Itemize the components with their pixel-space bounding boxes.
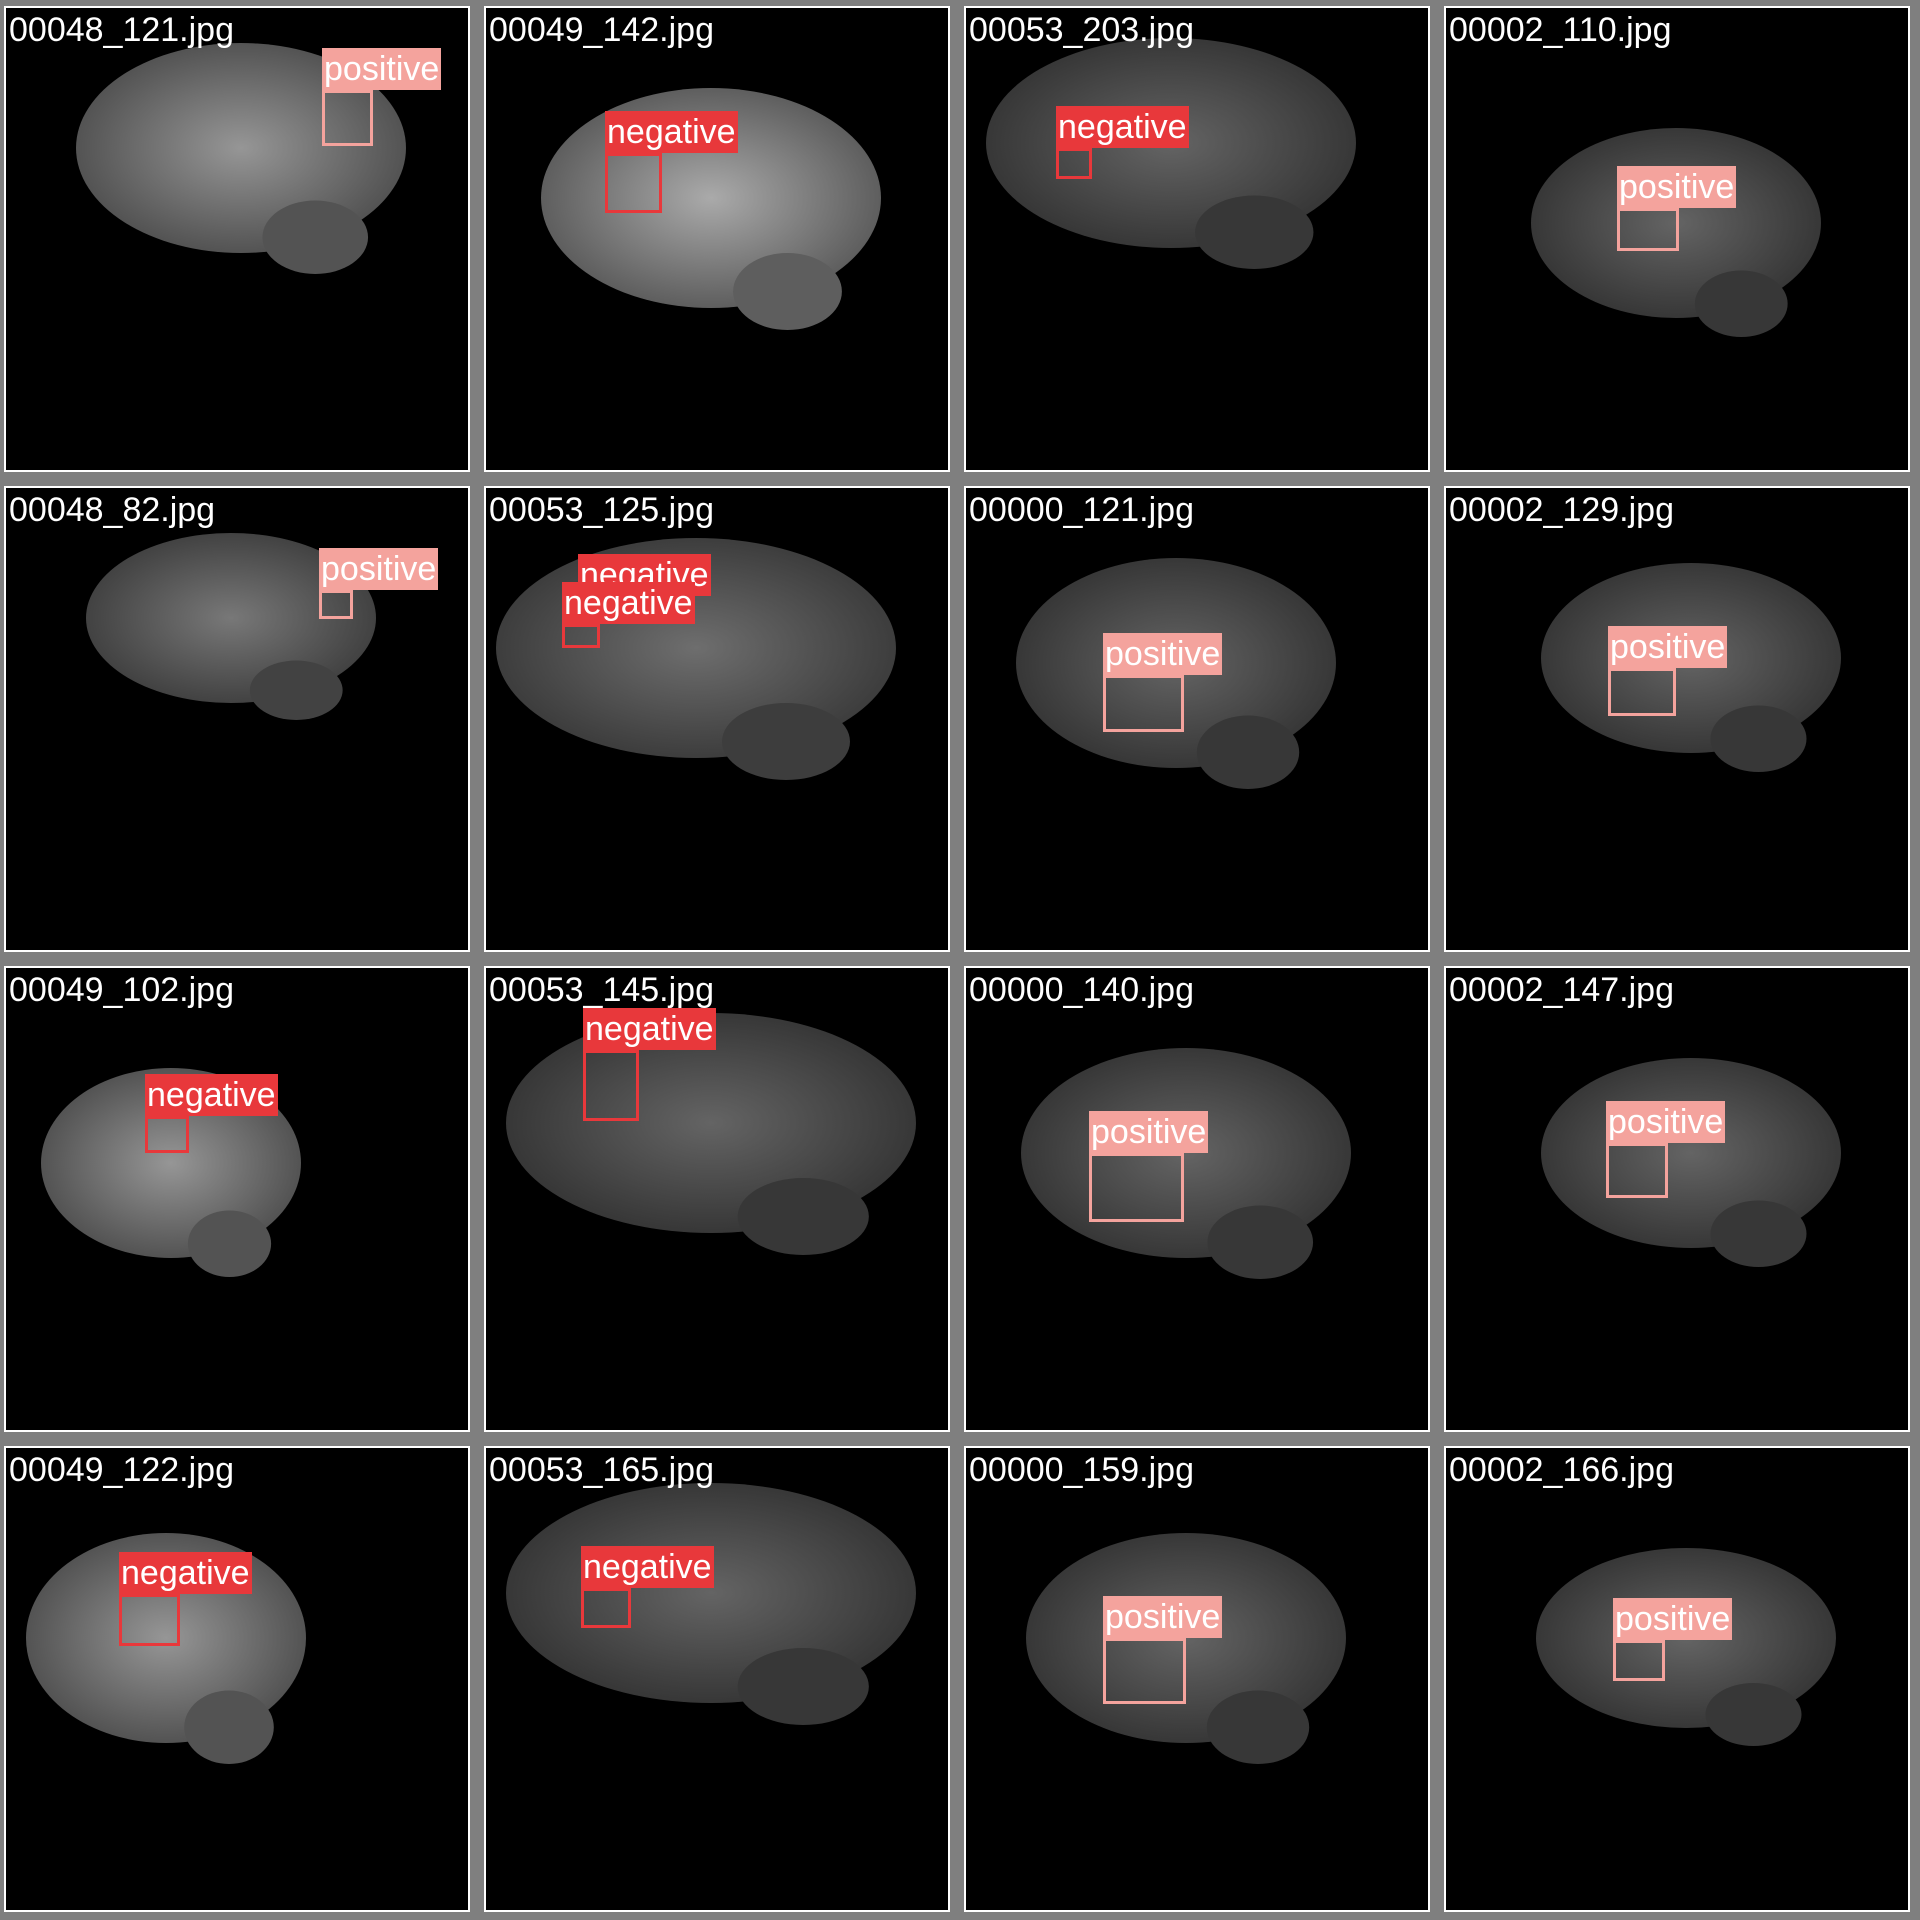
image-filename: 00053_203.jpg (969, 11, 1195, 49)
bounding-box (1613, 1640, 1665, 1681)
image-tile: 00053_145.jpg negative (484, 966, 950, 1432)
image-filename: 00000_159.jpg (969, 1451, 1195, 1489)
mri-scan-image (506, 1483, 916, 1725)
image-tile: 00048_82.jpg positive (4, 486, 470, 952)
detection-label: negative (581, 1546, 714, 1588)
mri-scan-image (1541, 1058, 1841, 1267)
image-filename: 00002_147.jpg (1449, 971, 1675, 1009)
mri-scan-image (506, 1013, 916, 1255)
image-filename: 00002_129.jpg (1449, 491, 1675, 529)
bounding-box (1606, 1143, 1668, 1198)
bounding-box (119, 1594, 180, 1646)
bounding-box (1608, 668, 1676, 716)
bounding-box (583, 1050, 639, 1121)
image-filename: 00048_82.jpg (9, 491, 216, 529)
mri-scan-image (496, 538, 896, 780)
bounding-box (1103, 1638, 1186, 1704)
detection-label: positive (1617, 166, 1737, 208)
detection-label: negative (583, 1008, 716, 1050)
mri-scan-image (1536, 1548, 1836, 1746)
mri-scan-image (1541, 563, 1841, 772)
mri-scan-image (41, 1068, 301, 1277)
image-tile: 00002_147.jpg positive (1444, 966, 1910, 1432)
bounding-box (145, 1116, 189, 1153)
detection-label: positive (1608, 626, 1728, 668)
image-tile: 00053_165.jpg negative (484, 1446, 950, 1912)
image-filename: 00053_165.jpg (489, 1451, 715, 1489)
detection-label: negative (119, 1552, 252, 1594)
detection-label: positive (1089, 1111, 1209, 1153)
mri-scan-image (1016, 558, 1336, 789)
detection-label: negative (562, 582, 695, 624)
image-filename: 00000_121.jpg (969, 491, 1195, 529)
image-tile: 00000_140.jpg positive (964, 966, 1430, 1432)
detection-label: positive (1103, 633, 1223, 675)
mri-scan-image (86, 533, 376, 720)
bounding-box (319, 590, 353, 619)
image-tile: 00002_166.jpg positive (1444, 1446, 1910, 1912)
image-tile: 00053_125.jpg negative negative (484, 486, 950, 952)
image-filename: 00002_110.jpg (1449, 11, 1672, 49)
image-tile: 00002_129.jpg positive (1444, 486, 1910, 952)
detection-label: negative (1056, 106, 1189, 148)
image-tile: 00002_110.jpg positive (1444, 6, 1910, 472)
detection-label: positive (319, 548, 439, 590)
detection-label: positive (1613, 1598, 1733, 1640)
image-tile: 00049_122.jpg negative (4, 1446, 470, 1912)
image-tile: 00049_142.jpg negative (484, 6, 950, 472)
detection-label: negative (605, 111, 738, 153)
bounding-box (322, 90, 373, 146)
image-filename: 00002_166.jpg (1449, 1451, 1675, 1489)
detection-label: positive (322, 48, 442, 90)
bounding-box (1056, 148, 1092, 179)
mri-scan-image (541, 88, 881, 330)
mri-scan-image (986, 38, 1356, 269)
image-filename: 00000_140.jpg (969, 971, 1195, 1009)
bounding-box (1617, 208, 1679, 251)
detection-label: positive (1103, 1596, 1223, 1638)
bounding-box (1103, 675, 1184, 732)
bounding-box (562, 624, 600, 648)
bounding-box (581, 1588, 631, 1628)
mri-scan-image (26, 1533, 306, 1764)
image-tile: 00049_102.jpg negative (4, 966, 470, 1432)
detection-label: negative (145, 1074, 278, 1116)
image-filename: 00053_145.jpg (489, 971, 715, 1009)
image-tile: 00000_121.jpg positive (964, 486, 1430, 952)
image-filename: 00049_122.jpg (9, 1451, 235, 1489)
image-filename: 00049_102.jpg (9, 971, 235, 1009)
image-tile: 00048_121.jpg positive (4, 6, 470, 472)
mri-scan-image (1021, 1048, 1351, 1279)
image-filename: 00053_125.jpg (489, 491, 715, 529)
image-filename: 00049_142.jpg (489, 11, 715, 49)
bounding-box (1089, 1153, 1184, 1222)
mri-scan-image (1026, 1533, 1346, 1764)
bounding-box (605, 153, 662, 213)
image-tile: 00053_203.jpg negative (964, 6, 1430, 472)
image-tile: 00000_159.jpg positive (964, 1446, 1430, 1912)
detection-label: positive (1606, 1101, 1726, 1143)
image-filename: 00048_121.jpg (9, 11, 235, 49)
